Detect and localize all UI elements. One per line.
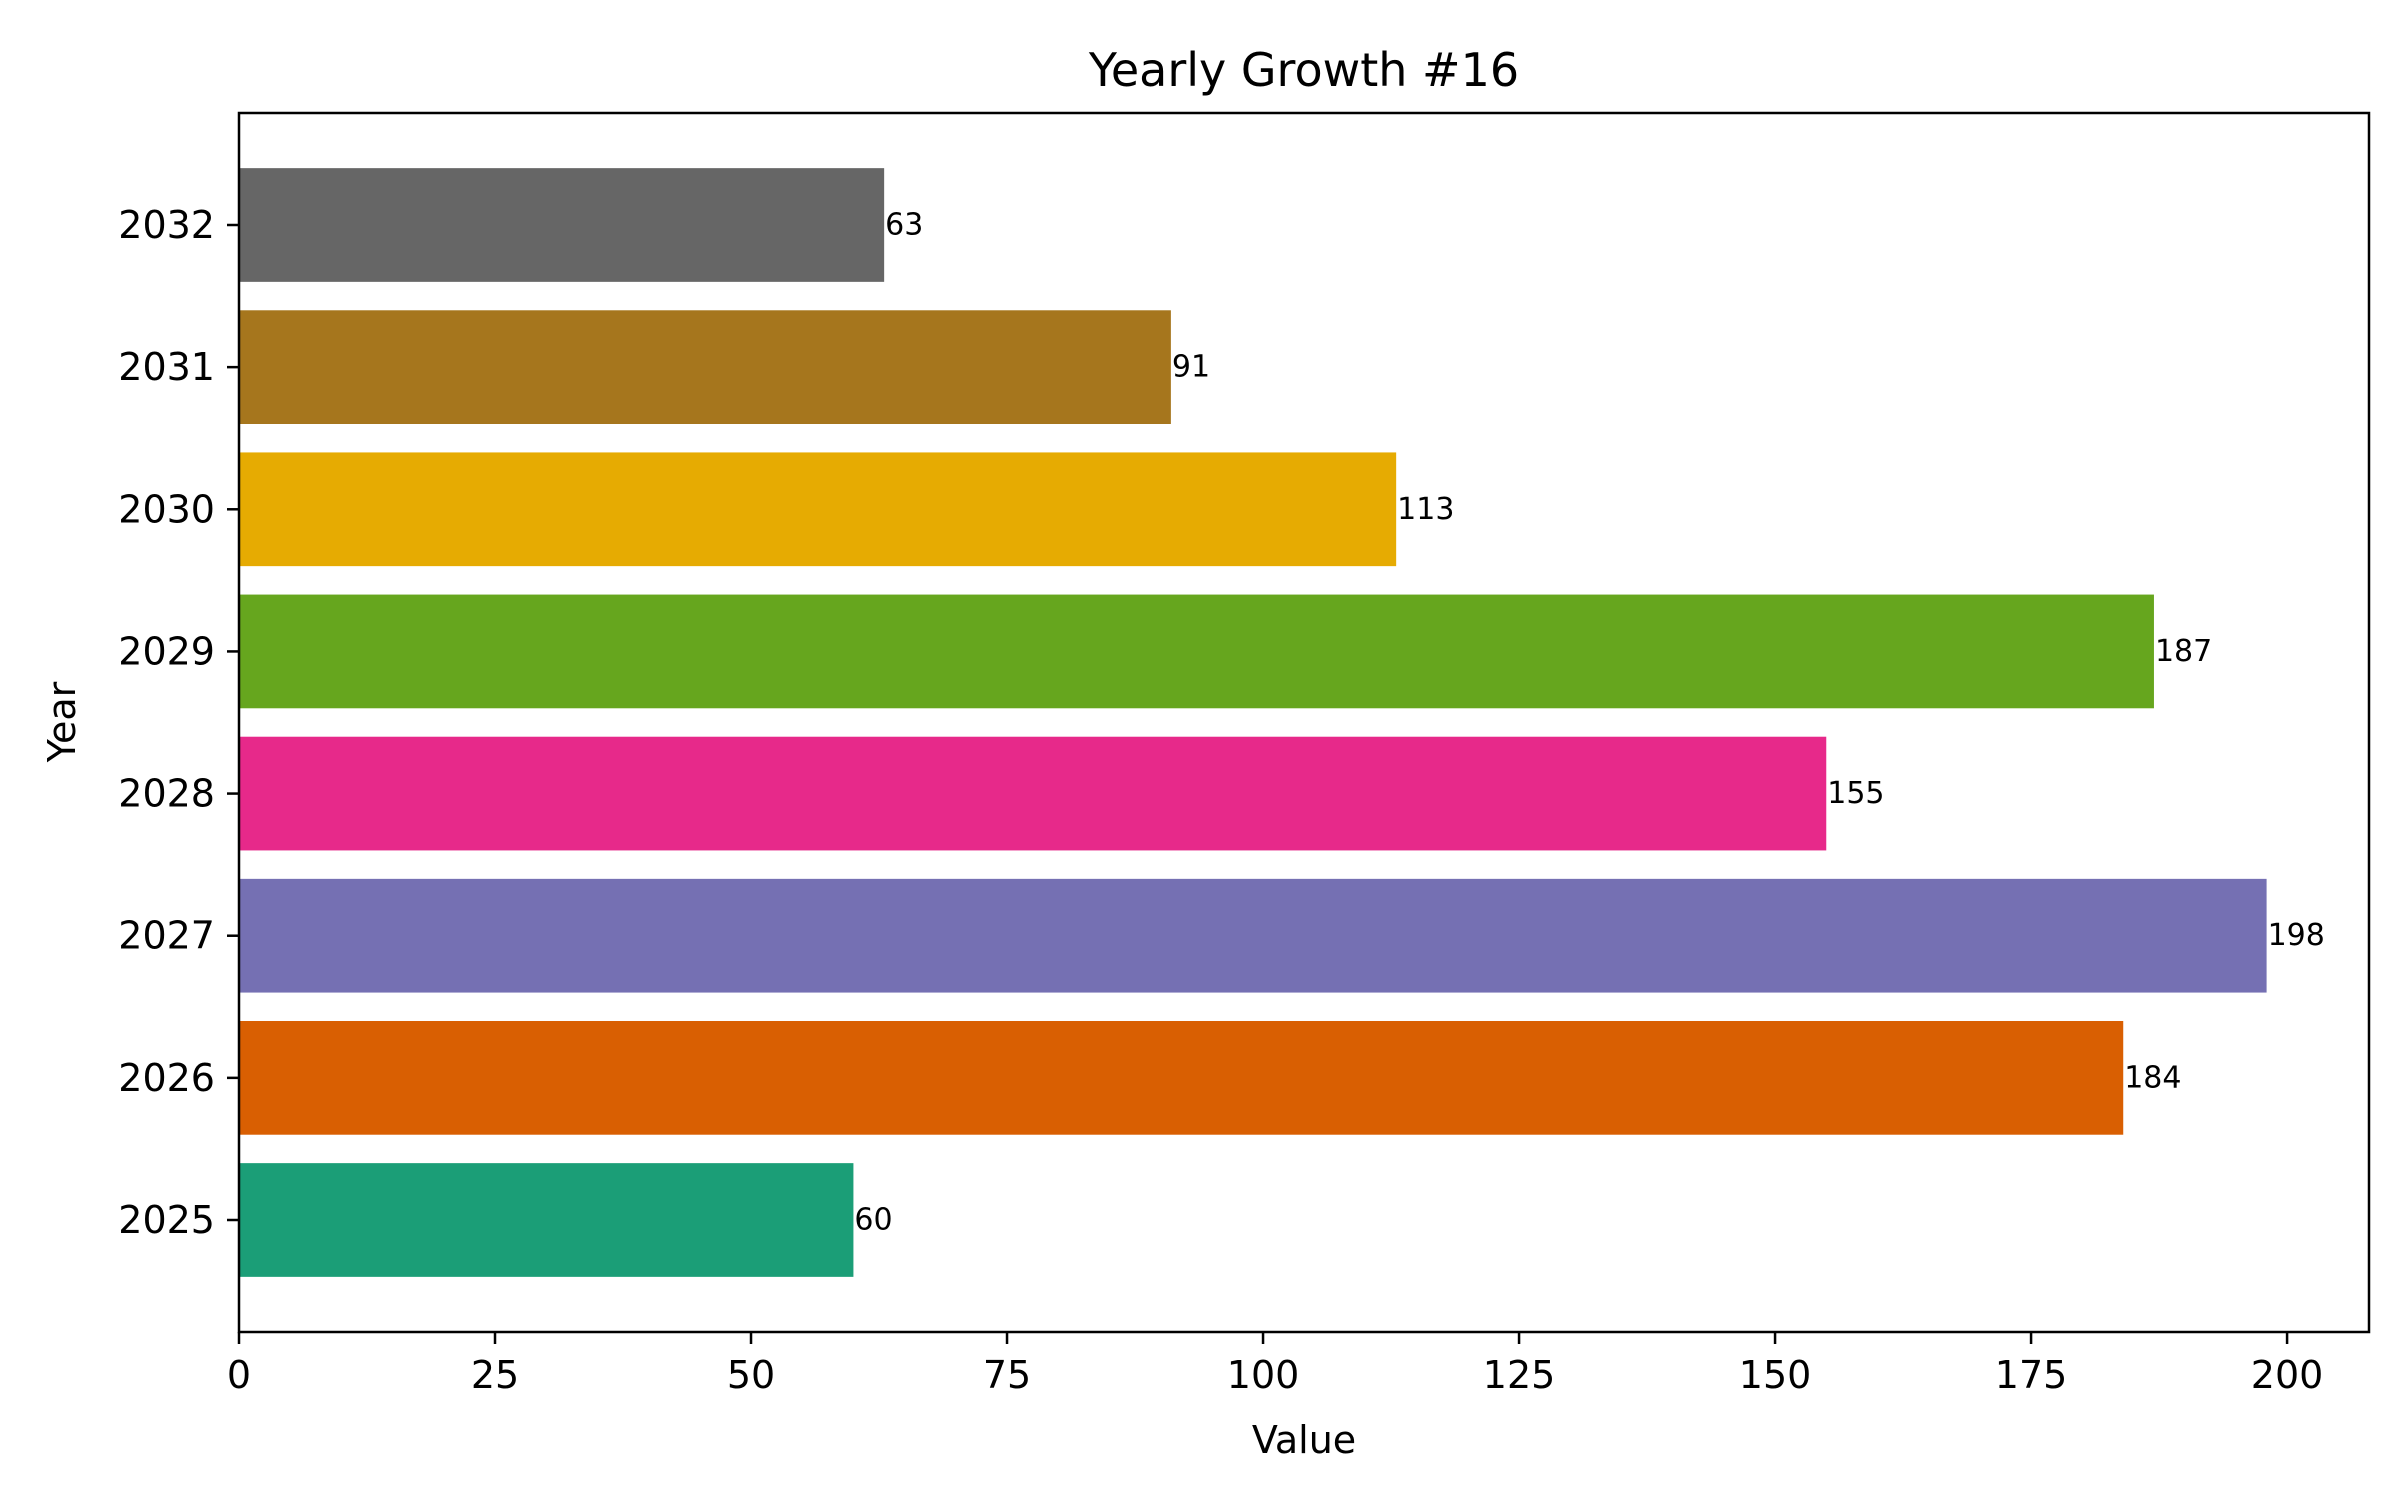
- bar-labels-group: 60 184 198 155 187 113 91 63: [854, 208, 2324, 1238]
- bar-2026: [239, 1021, 2124, 1135]
- x-tick-label-0: 0: [227, 1353, 251, 1397]
- bar-value-label-2031: 91: [1172, 350, 1210, 385]
- y-tick-label-2030: 2030: [118, 487, 215, 531]
- x-tick-label-200: 200: [2251, 1353, 2324, 1397]
- x-axis-label: Value: [1252, 1418, 1356, 1462]
- y-tick-label-2025: 2025: [118, 1198, 215, 1242]
- bar-value-label-2028: 155: [1827, 776, 1884, 811]
- bar-value-label-2027: 198: [2268, 918, 2325, 953]
- y-tick-label-2029: 2029: [118, 629, 215, 673]
- bar-2025: [239, 1163, 854, 1277]
- y-axis-ticks: 2025 2026 2027 2028 2029 2030 2031 2032: [118, 203, 239, 1242]
- bars-group: [239, 168, 2267, 1277]
- chart-title: Yearly Growth #16: [1088, 43, 1519, 97]
- bar-2030: [239, 452, 1397, 567]
- bar-2027: [239, 878, 2267, 993]
- bar-value-label-2032: 63: [885, 208, 923, 243]
- bar-2029: [239, 594, 2154, 709]
- x-tick-label-125: 125: [1483, 1353, 1556, 1397]
- x-tick-label-50: 50: [727, 1353, 775, 1397]
- x-tick-label-25: 25: [471, 1353, 519, 1397]
- y-tick-label-2032: 2032: [118, 203, 215, 247]
- bar-value-label-2026: 184: [2124, 1060, 2181, 1095]
- x-tick-label-75: 75: [983, 1353, 1031, 1397]
- bar-2032: [239, 168, 885, 282]
- x-tick-label-100: 100: [1227, 1353, 1300, 1397]
- bar-value-label-2025: 60: [854, 1203, 892, 1238]
- x-axis-ticks: 0 25 50 75 100 125 150 175 200: [227, 1332, 2323, 1397]
- bar-value-label-2029: 187: [2155, 634, 2212, 669]
- y-tick-label-2028: 2028: [118, 772, 215, 816]
- bar-2031: [239, 310, 1171, 424]
- y-tick-label-2031: 2031: [118, 345, 215, 389]
- plot-frame: [237, 111, 2371, 1334]
- y-tick-label-2026: 2026: [118, 1056, 215, 1100]
- bar-value-label-2030: 113: [1397, 492, 1454, 527]
- bar-2028: [239, 736, 1827, 851]
- y-axis-label: Year: [40, 681, 84, 763]
- x-tick-label-150: 150: [1739, 1353, 1812, 1397]
- y-tick-label-2027: 2027: [118, 914, 215, 958]
- x-tick-label-175: 175: [1995, 1353, 2068, 1397]
